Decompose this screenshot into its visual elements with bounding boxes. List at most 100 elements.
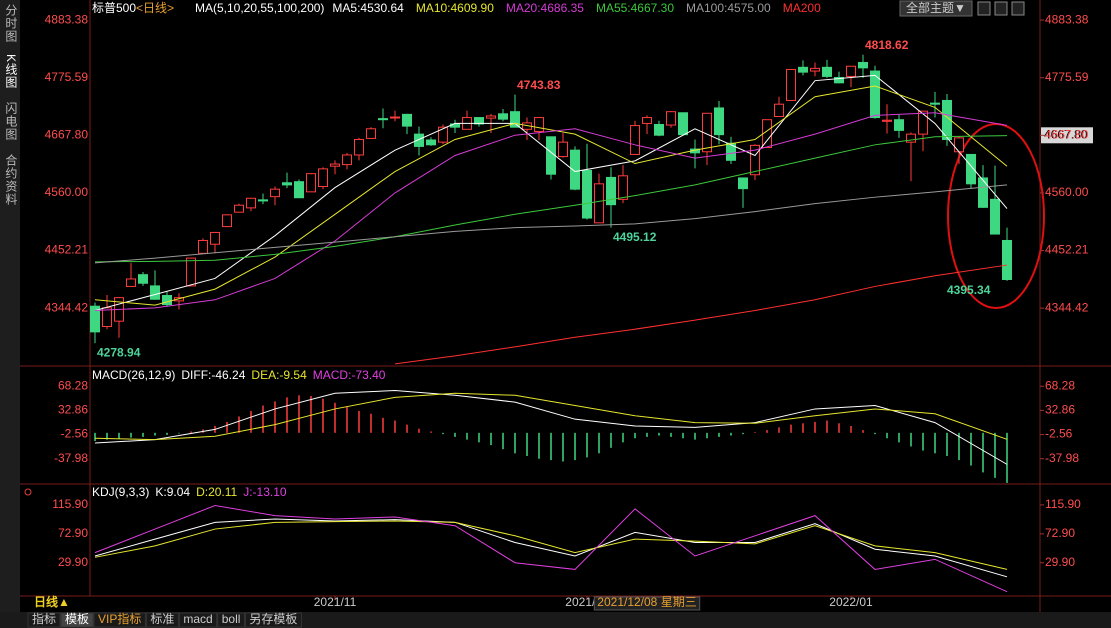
candle-body — [366, 128, 376, 139]
indicator-line — [94, 390, 1008, 465]
candle-body — [354, 138, 364, 156]
y-tick-label: -37.98 — [54, 451, 88, 465]
price-annotation: 4743.83 — [517, 78, 561, 92]
candle-body — [198, 239, 208, 254]
candle-body — [534, 117, 544, 132]
y-tick-label: 4775.59 — [45, 70, 89, 84]
footer-tab[interactable]: macd — [183, 612, 212, 626]
candle-body — [546, 136, 556, 175]
footer-tab-bg[interactable] — [93, 612, 146, 628]
cursor-box — [593, 596, 701, 611]
y-tick-label: -2.56 — [61, 427, 89, 441]
legend-entry: J:-13.10 — [243, 485, 287, 499]
price-annotation: 4818.62 — [865, 38, 909, 52]
footer-tab-bg[interactable] — [27, 612, 61, 628]
candle-body — [234, 204, 244, 213]
y-tick-label: 68.28 — [58, 378, 88, 392]
candle-body — [258, 199, 268, 202]
y-tick-label: 68.28 — [1045, 378, 1075, 392]
candle-body — [222, 214, 232, 228]
candle-body — [738, 177, 748, 190]
x-tick-label: 2021/11 — [314, 595, 357, 609]
candle-body — [162, 295, 172, 306]
indicator-line — [94, 518, 1008, 578]
tool-icon[interactable] — [1011, 1, 1025, 16]
candle-body — [918, 110, 928, 135]
candle-body — [822, 66, 832, 77]
y-tick-label: 72.90 — [1045, 526, 1075, 540]
y-tick-label: 4560.00 — [45, 185, 89, 199]
footer-tab-bg[interactable] — [244, 612, 302, 628]
indicator-line — [94, 85, 1008, 306]
y-tick-label: 72.90 — [58, 526, 88, 540]
candle-body — [558, 141, 568, 158]
sidebar-tab[interactable]: 分时图 — [4, 4, 18, 43]
legend-entry: MA100:4575.00 — [686, 1, 771, 15]
candle-body — [870, 70, 880, 119]
candle-body — [246, 197, 256, 209]
tool-icon[interactable] — [994, 1, 1008, 16]
candle-body — [906, 133, 916, 143]
candle-body — [846, 65, 856, 77]
sidebar-tab[interactable]: 合约资料 — [4, 153, 18, 206]
footer-period[interactable]: 日线▲ — [34, 594, 70, 609]
candle-body — [378, 118, 388, 121]
y-tick-label: 4344.42 — [45, 300, 89, 314]
y-tick-label: 32.86 — [1045, 403, 1075, 417]
footer-tab-bg[interactable] — [178, 612, 218, 628]
indicator-line — [94, 184, 1008, 264]
sidebar-tab[interactable]: 闪电图 — [4, 102, 18, 141]
footer-tab[interactable]: VIP指标 — [98, 611, 141, 626]
candle-body — [594, 183, 604, 224]
candle-body — [726, 142, 736, 161]
candle-body — [570, 149, 580, 190]
y-tick-label: 4667.80 — [1045, 127, 1089, 141]
legend-entry: MA55:4667.30 — [596, 1, 674, 15]
candle-body — [174, 297, 184, 302]
candle-body — [966, 153, 976, 185]
candle-body — [186, 257, 196, 287]
indicator: MA(5,10,20,55,100,200) — [195, 1, 324, 15]
settings-icon[interactable] — [24, 488, 32, 496]
y-tick-label: 4452.21 — [45, 243, 89, 257]
candle-body — [330, 163, 340, 167]
footer-tab[interactable]: 模板 — [65, 612, 89, 626]
candle-body — [606, 176, 616, 206]
y-tick-label: 32.86 — [58, 403, 88, 417]
theme-button[interactable] — [899, 0, 973, 17]
candle-body — [402, 113, 412, 127]
footer-tab[interactable]: 指标 — [32, 611, 56, 626]
candle-body — [390, 116, 400, 119]
tool-icon[interactable] — [977, 1, 991, 16]
x-tick-label: 2022/01 — [829, 595, 873, 609]
footer-tab[interactable]: 另存模板 — [249, 612, 297, 626]
footer-tab[interactable]: 标准 — [150, 612, 174, 626]
candle-body — [618, 175, 628, 200]
indicator-line — [94, 112, 1008, 311]
candle-body — [126, 278, 136, 287]
candle-body — [666, 111, 676, 126]
candle-body — [750, 144, 760, 176]
y-tick-label: 29.90 — [1045, 555, 1075, 569]
candle-body — [930, 102, 940, 105]
indicator-line — [94, 520, 1008, 570]
price-marker-label: 4667.80 — [1044, 127, 1088, 141]
footer-tab-bg[interactable] — [145, 612, 179, 628]
candle-body — [1002, 239, 1012, 280]
footer-tab-bg[interactable] — [217, 612, 245, 628]
panel-title: MACD(26,12,9) — [92, 368, 175, 382]
candle-body — [774, 103, 784, 117]
candle-body — [798, 66, 808, 73]
sidebar-tab[interactable]: K线图 — [4, 54, 18, 89]
theme-button-label[interactable]: 全部主题▼ — [906, 0, 966, 15]
legend-entry: DEA:-9.54 — [251, 368, 307, 382]
price-marker — [1041, 127, 1093, 144]
y-tick-label: 4667.80 — [45, 127, 89, 141]
legend-entry: MA200 — [783, 1, 821, 15]
footer-tab-bg[interactable] — [60, 612, 94, 628]
price-annotation: 4278.94 — [97, 345, 141, 359]
footer-tab[interactable]: boll — [222, 612, 241, 626]
candle-body — [438, 126, 448, 143]
